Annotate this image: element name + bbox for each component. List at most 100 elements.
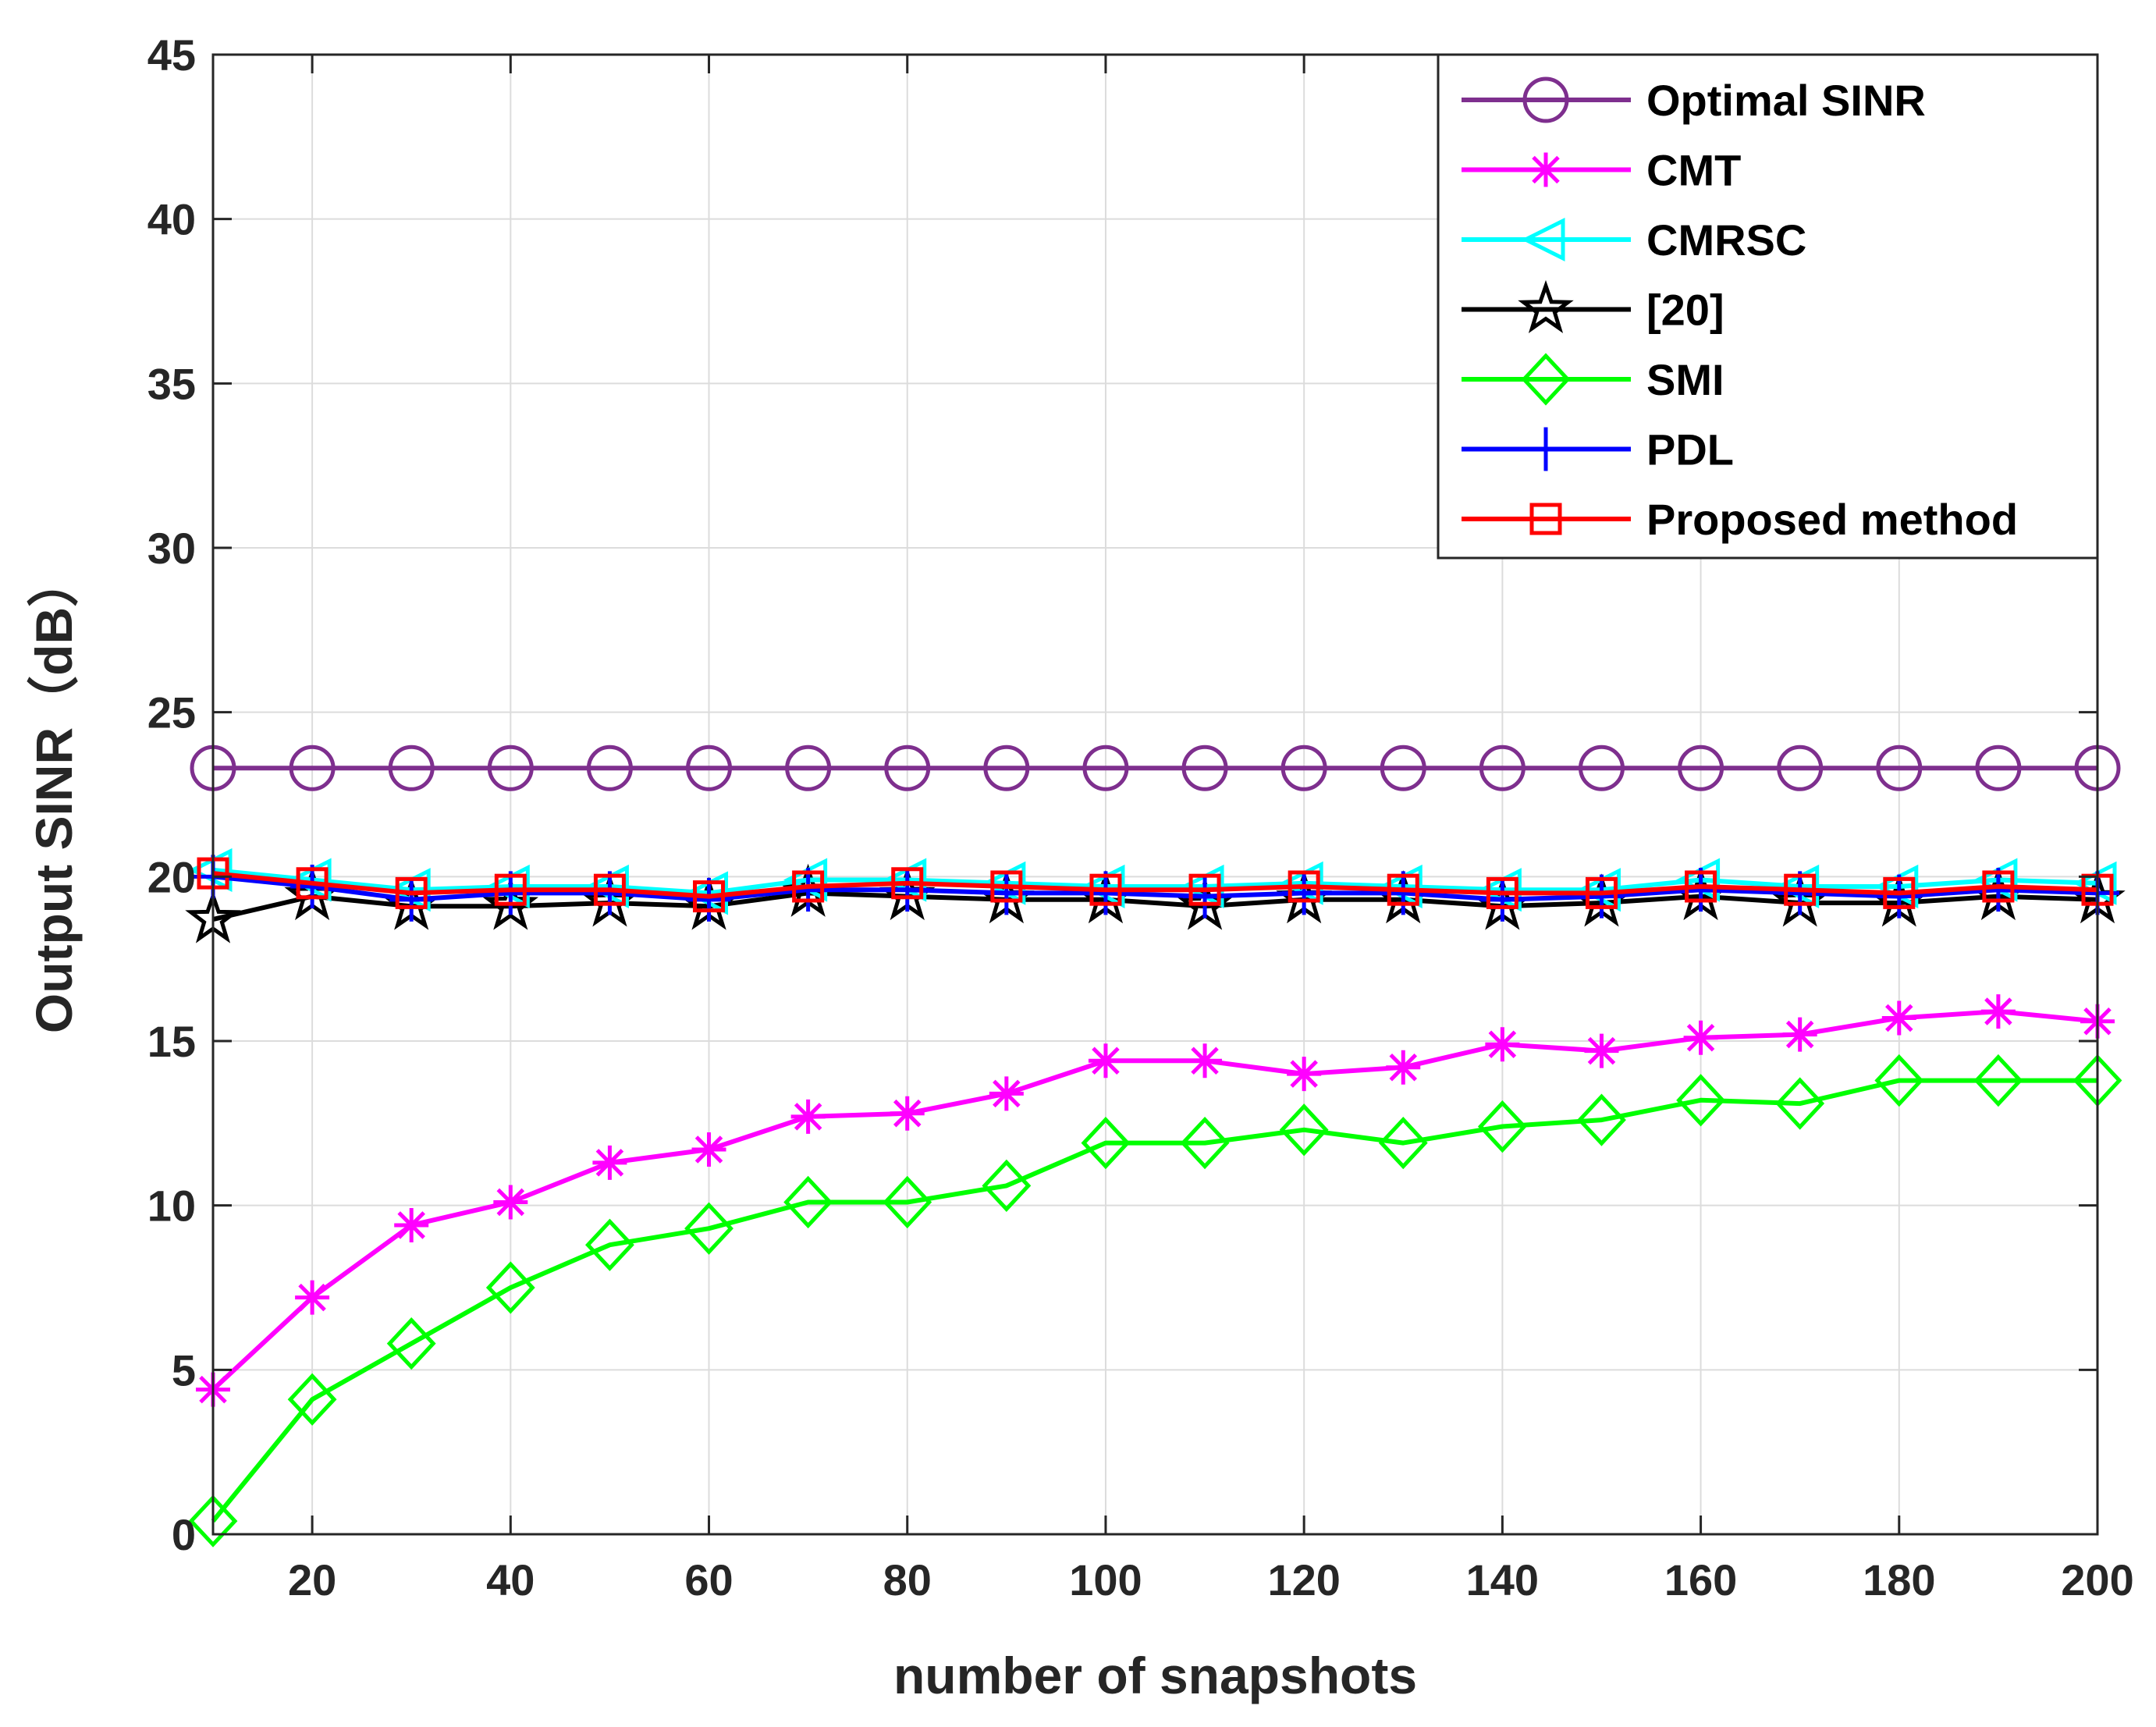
data-point-optimal-sinr [388, 744, 435, 791]
data-point-cmt [1683, 1020, 1718, 1055]
legend-label: [20] [1646, 286, 1724, 335]
data-point-cmt [1485, 1027, 1520, 1062]
data-point-optimal-sinr [1678, 744, 1724, 791]
data-point-cmt [1287, 1057, 1322, 1092]
series-proposed-method [197, 857, 2114, 913]
data-point-proposed-method [1784, 873, 1817, 906]
data-point-cmt [890, 1096, 925, 1131]
x-tick-label: 80 [883, 1555, 932, 1604]
data-point-optimal-sinr [1975, 744, 2022, 791]
data-point-smi [1577, 1093, 1626, 1146]
legend-label: PDL [1646, 425, 1734, 474]
data-point-proposed-method [1685, 870, 1717, 903]
data-point-optimal-sinr [785, 744, 832, 791]
data-point-cmt [592, 1145, 627, 1180]
legend-marker [1529, 503, 1562, 535]
data-point-proposed-method [395, 876, 428, 909]
data-point-optimal-sinr [1777, 744, 1824, 791]
data-point-optimal-sinr [1876, 744, 1923, 791]
legend-marker [1524, 427, 1568, 471]
data-point-proposed-method [990, 870, 1023, 903]
data-point-cmt [989, 1076, 1024, 1111]
data-point-optimal-sinr [1082, 744, 1129, 791]
legend-marker [1522, 76, 1569, 123]
legend-entry-cmrsc: CMRSC [1462, 215, 1806, 265]
data-point-smi [585, 1218, 634, 1271]
data-point-cmt [295, 1280, 330, 1315]
data-point-smi [1676, 1074, 1725, 1127]
x-axis-label: number of snapshots [893, 1647, 1417, 1704]
data-point-smi [287, 1373, 337, 1426]
x-tick-label: 140 [1466, 1555, 1539, 1604]
x-tick-label: 20 [288, 1555, 336, 1604]
data-point-proposed-method [296, 867, 329, 900]
y-tick-label: 0 [172, 1510, 196, 1559]
data-point-cmt [1881, 1000, 1916, 1036]
data-point-smi [1279, 1103, 1329, 1157]
data-point-smi [1973, 1054, 2023, 1107]
data-point-optimal-sinr [487, 744, 534, 791]
legend-marker [1521, 217, 1565, 262]
data-point-optimal-sinr [1280, 744, 1327, 791]
data-point-smi [1180, 1116, 1230, 1170]
y-tick-label: 45 [147, 30, 196, 80]
data-point-smi [386, 1317, 436, 1370]
legend-entry-cmt: CMT [1462, 146, 1741, 195]
y-tick-label: 20 [147, 852, 196, 901]
series-cmt [196, 994, 2115, 1407]
data-point-proposed-method [891, 867, 924, 900]
legend-entry-smi: SMI [1462, 353, 1724, 406]
x-tick-label: 200 [2061, 1555, 2133, 1604]
x-tick-label: 100 [1069, 1555, 1142, 1604]
y-tick-label: 25 [147, 688, 196, 737]
data-point-optimal-sinr [884, 744, 931, 791]
y-tick-label: 40 [147, 195, 196, 244]
data-point-smi [1775, 1077, 1825, 1130]
data-point-cmt [1980, 994, 2016, 1029]
data-point-proposed-method [1188, 873, 1221, 906]
legend-entry-20: [20] [1462, 279, 1724, 335]
data-point-smi [783, 1175, 833, 1229]
plot-frame [211, 53, 2099, 1536]
legend: Optimal SINR CMT CMRSC [20] SMI PDL Proposed m… [1437, 53, 2099, 560]
data-point-cmt [1188, 1043, 1223, 1078]
data-point-proposed-method [792, 870, 825, 903]
legend-label: CMT [1646, 146, 1741, 195]
series-smi [188, 1054, 2122, 1548]
data-point-cmt [1088, 1043, 1123, 1078]
y-tick-label: 10 [147, 1182, 196, 1231]
x-tick-label: 120 [1267, 1555, 1340, 1604]
data-point-cmt [1584, 1033, 1619, 1068]
data-point-proposed-method [593, 873, 626, 906]
data-point-optimal-sinr [686, 744, 733, 791]
data-point-cmt [1782, 1017, 1817, 1052]
y-tick-label: 30 [147, 524, 196, 573]
series-line-proposed-method [212, 871, 2098, 899]
data-point-proposed-method [494, 873, 527, 906]
legend-box [1437, 53, 2099, 560]
y-tick-label: 35 [147, 359, 196, 408]
data-point-optimal-sinr [1479, 744, 1526, 791]
x-tick-label: 160 [1664, 1555, 1737, 1604]
data-point-smi [1477, 1100, 1527, 1153]
data-point-smi [883, 1175, 932, 1229]
data-point-proposed-method [693, 880, 726, 913]
legend-marker [1529, 152, 1563, 187]
data-point-cmt [790, 1099, 826, 1134]
data-point-cmt [493, 1185, 528, 1220]
data-point-cmt [394, 1207, 429, 1242]
data-point-optimal-sinr [1578, 744, 1625, 791]
legend-entry-proposed-method: Proposed method [1462, 495, 2018, 544]
data-point-optimal-sinr [289, 744, 336, 791]
legend-marker [1521, 353, 1571, 406]
data-point-smi [982, 1159, 1032, 1213]
data-point-proposed-method [1883, 876, 1916, 909]
data-point-optimal-sinr [1380, 744, 1426, 791]
data-point-proposed-method [1288, 870, 1320, 903]
legend-entry-optimal-sinr: Optimal SINR [1462, 76, 1926, 125]
x-tick-label: 180 [1863, 1555, 1935, 1604]
data-point-smi [188, 1494, 238, 1548]
y-tick-label: 15 [147, 1017, 196, 1066]
data-point-proposed-method [1089, 873, 1122, 906]
